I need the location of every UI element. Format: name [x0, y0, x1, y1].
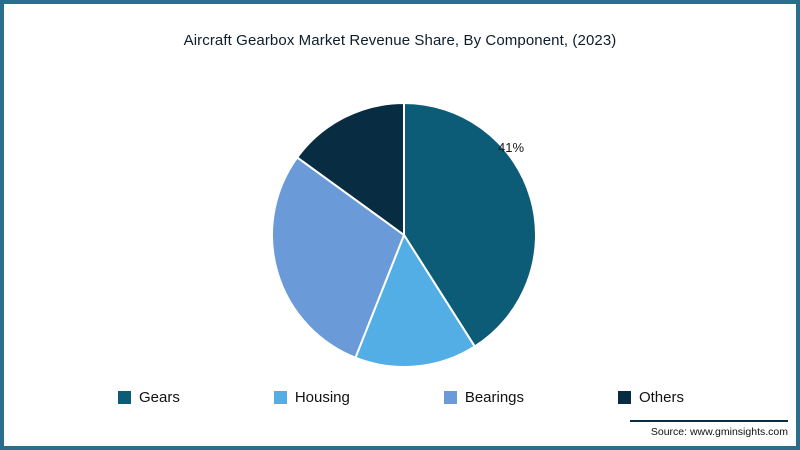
legend-item-bearings: Bearings: [443, 389, 525, 406]
legend-label: Gears: [139, 389, 180, 406]
legend-label: Housing: [294, 389, 350, 406]
legend-item-housing: Housing: [273, 389, 350, 406]
legend-label: Others: [638, 389, 684, 406]
legend-swatch-gears: [118, 391, 131, 404]
chart-title: Aircraft Gearbox Market Revenue Share, B…: [183, 32, 617, 49]
pie-svg: [271, 102, 537, 368]
pie-slice-value-label: 41%: [498, 140, 525, 155]
legend-swatch-bearings: [443, 391, 457, 404]
legend: Gears Housing Bearings Others: [4, 389, 796, 406]
legend-item-gears: Gears: [118, 389, 180, 406]
source-divider: [630, 420, 788, 422]
legend-swatch-others: [617, 391, 631, 404]
legend-item-others: Others: [617, 389, 684, 406]
legend-label: Bearings: [464, 389, 525, 406]
source-text: Source: www.gminsights.com: [650, 426, 788, 438]
legend-swatch-housing: [273, 391, 287, 404]
pie-slice-housing: [354, 234, 476, 368]
pie-slice-others: [296, 102, 405, 236]
pie-slice-bearings: [271, 156, 405, 359]
pie-chart: [260, 91, 548, 379]
